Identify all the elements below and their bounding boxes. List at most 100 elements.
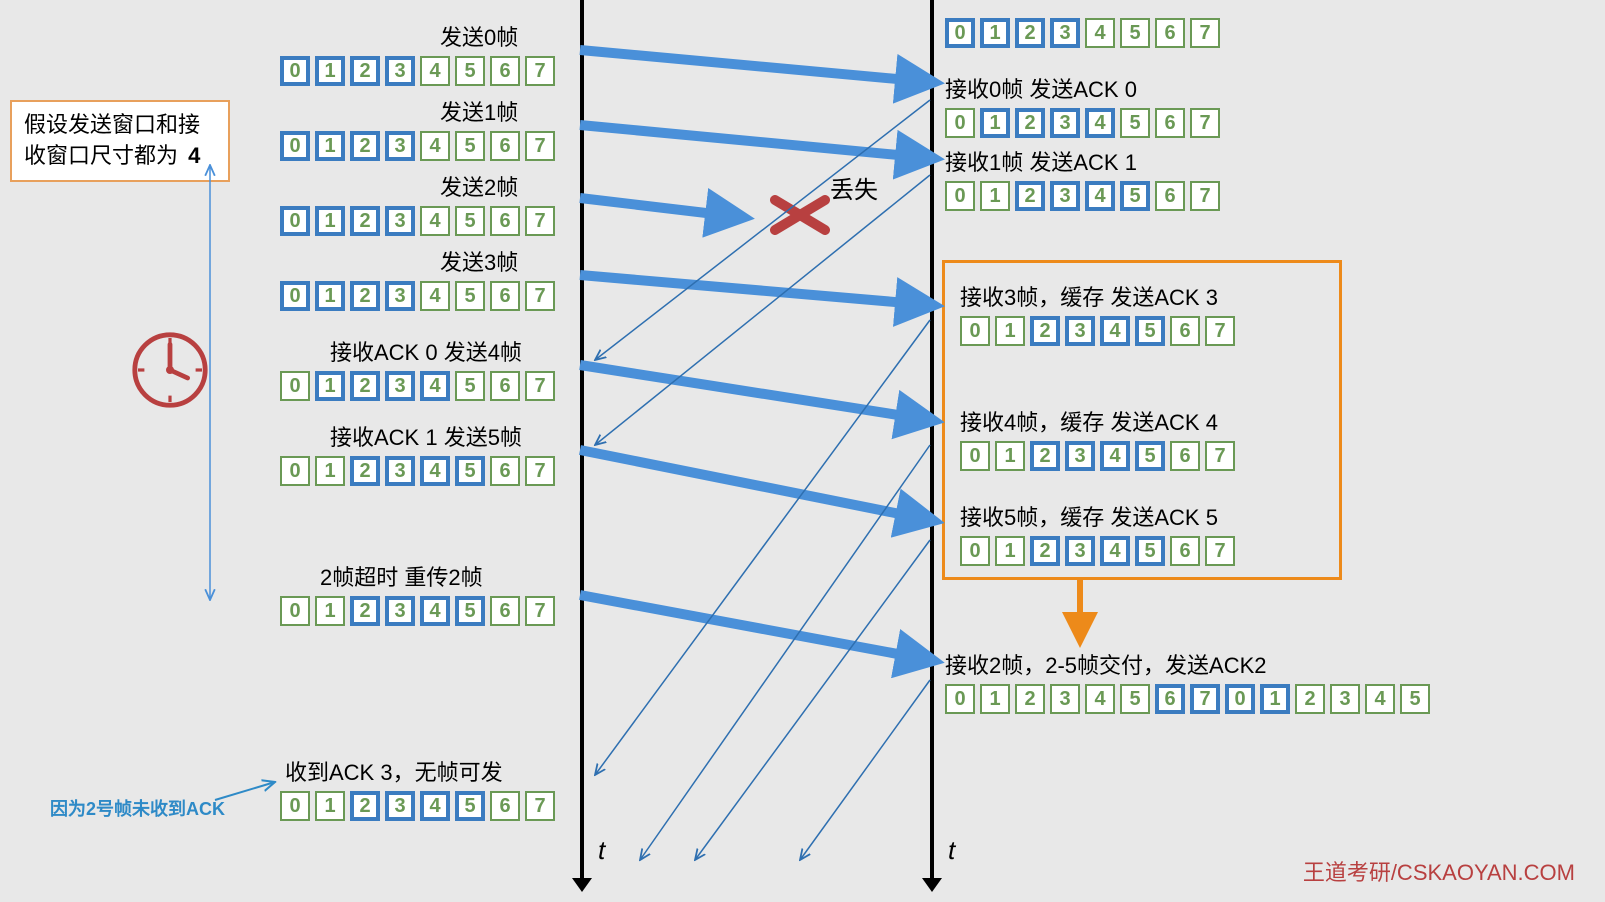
clock-icon <box>130 330 210 410</box>
buffer-cell: 5 <box>455 596 485 626</box>
buffer-cell: 4 <box>420 371 450 401</box>
buffer-cell: 6 <box>490 131 520 161</box>
buffer-cell: 0 <box>280 371 310 401</box>
buffer-row: 01234567 <box>945 181 1220 211</box>
entry-label: 接收ACK 0 发送4帧 <box>330 335 555 367</box>
buffer-cell: 2 <box>1015 684 1045 714</box>
buffer-cell: 2 <box>350 131 380 161</box>
buffer-cell: 3 <box>385 371 415 401</box>
entry-label: 发送3帧 <box>440 245 555 277</box>
buffer-cell: 7 <box>1190 18 1220 48</box>
buffer-cell: 3 <box>1050 684 1080 714</box>
buffer-cell: 6 <box>490 56 520 86</box>
entry-label: 接收ACK 1 发送5帧 <box>330 420 555 452</box>
buffer-cell: 7 <box>525 56 555 86</box>
buffer-cell: 2 <box>1015 18 1045 48</box>
buffer-cell: 1 <box>315 281 345 311</box>
buffer-cell: 5 <box>455 791 485 821</box>
buffer-cell: 5 <box>455 281 485 311</box>
buffer-cell: 4 <box>420 791 450 821</box>
buffer-cell: 0 <box>280 206 310 236</box>
buffer-cell: 4 <box>420 596 450 626</box>
watermark-text: 王道考研/CSKAOYAN.COM <box>1303 855 1575 887</box>
buffer-cell: 0 <box>280 596 310 626</box>
receiver-entry-r0: 01234567 <box>945 18 1220 48</box>
buffer-cell: 0 <box>945 181 975 211</box>
buffer-cell: 7 <box>525 371 555 401</box>
buffer-cell: 5 <box>1120 684 1150 714</box>
receiver-entry-r1: 接收1帧 发送ACK 101234567 <box>945 145 1220 211</box>
buffer-cell: 1 <box>315 131 345 161</box>
buffer-cell: 7 <box>525 456 555 486</box>
buffer-cell: 5 <box>455 371 485 401</box>
buffer-cell: 1 <box>315 206 345 236</box>
buffer-cell: 4 <box>1100 441 1130 471</box>
buffer-cell: 7 <box>525 281 555 311</box>
buffer-cell: 6 <box>1155 108 1185 138</box>
buffer-cell: 3 <box>385 206 415 236</box>
buffer-cell: 0 <box>945 108 975 138</box>
receiver-entry-r4: 接收4帧，缓存 发送ACK 401234567 <box>960 405 1235 471</box>
t-label-left: t <box>598 835 605 866</box>
buffer-cell: 4 <box>1100 536 1130 566</box>
buffer-cell: 4 <box>1100 316 1130 346</box>
buffer-cell: 5 <box>1135 316 1165 346</box>
entry-label: 发送0帧 <box>440 20 555 52</box>
buffer-cell: 3 <box>1065 536 1095 566</box>
buffer-cell: 6 <box>1170 441 1200 471</box>
buffer-cell: 1 <box>995 316 1025 346</box>
buffer-cell: 4 <box>1085 684 1115 714</box>
receiver-entry-r0b: 接收0帧 发送ACK 001234567 <box>945 72 1220 138</box>
buffer-cell: 1 <box>315 371 345 401</box>
buffer-cell: 0 <box>280 456 310 486</box>
buffer-cell: 0 <box>280 281 310 311</box>
buffer-cell: 0 <box>945 684 975 714</box>
buffer-cell: 4 <box>420 206 450 236</box>
buffer-cell: 6 <box>1155 18 1185 48</box>
buffer-cell: 1 <box>315 596 345 626</box>
buffer-cell: 1 <box>995 536 1025 566</box>
sender-entry-s0: 发送0帧 01234567 <box>280 20 555 86</box>
buffer-cell: 1 <box>980 108 1010 138</box>
receiver-timeline <box>930 0 934 880</box>
buffer-cell: 1 <box>980 181 1010 211</box>
buffer-cell: 4 <box>420 456 450 486</box>
buffer-cell: 7 <box>525 791 555 821</box>
buffer-cell: 6 <box>1155 181 1185 211</box>
buffer-row: 01234567 <box>960 536 1235 566</box>
buffer-cell: 7 <box>1205 316 1235 346</box>
sender-entry-s2: 发送2帧01234567 <box>280 170 555 236</box>
buffer-cell: 1 <box>315 456 345 486</box>
buffer-cell: 0 <box>960 536 990 566</box>
buffer-cell: 6 <box>490 456 520 486</box>
buffer-cell: 6 <box>490 371 520 401</box>
buffer-cell: 2 <box>350 456 380 486</box>
entry-label: 接收5帧，缓存 发送ACK 5 <box>960 500 1235 532</box>
buffer-row: 01234567012345 <box>945 684 1430 714</box>
receiver-entry-r5: 接收5帧，缓存 发送ACK 5 01234567 <box>960 500 1235 566</box>
buffer-cell: 5 <box>455 206 485 236</box>
buffer-cell: 4 <box>420 131 450 161</box>
buffer-cell: 3 <box>1050 108 1080 138</box>
buffer-cell: 1 <box>980 684 1010 714</box>
buffer-cell: 4 <box>420 281 450 311</box>
buffer-cell: 7 <box>525 596 555 626</box>
assumption-text2: 收窗口尺寸都为 <box>24 143 178 168</box>
sender-entry-s1: 发送1帧01234567 <box>280 95 555 161</box>
entry-label: 接收2帧，2-5帧交付，发送ACK2 <box>945 648 1430 680</box>
buffer-cell: 3 <box>1050 181 1080 211</box>
buffer-cell: 6 <box>1155 684 1185 714</box>
buffer-cell: 0 <box>960 316 990 346</box>
buffer-cell: 0 <box>280 131 310 161</box>
buffer-cell: 0 <box>945 18 975 48</box>
buffer-cell: 6 <box>490 281 520 311</box>
buffer-row: 01234567 <box>280 56 555 86</box>
buffer-cell: 3 <box>1330 684 1360 714</box>
buffer-cell: 2 <box>350 281 380 311</box>
buffer-cell: 5 <box>455 131 485 161</box>
entry-label: 接收0帧 发送ACK 0 <box>945 72 1220 104</box>
buffer-cell: 7 <box>1190 684 1220 714</box>
buffer-cell: 5 <box>455 456 485 486</box>
buffer-cell: 1 <box>315 791 345 821</box>
entry-label: 接收3帧，缓存 发送ACK 3 <box>960 280 1235 312</box>
